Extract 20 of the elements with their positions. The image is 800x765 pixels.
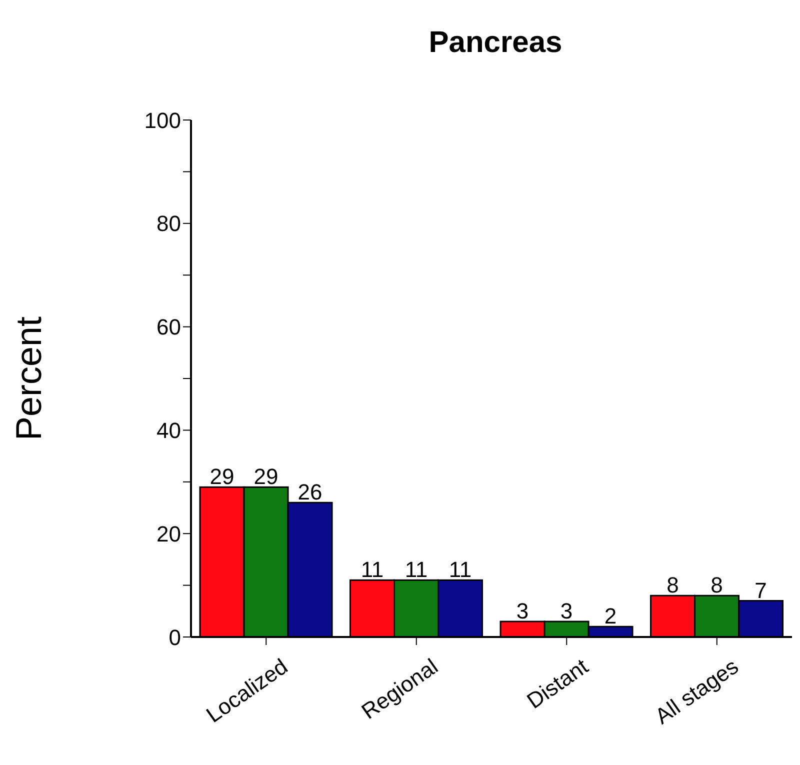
- data-label: 3: [516, 598, 529, 624]
- data-label: 8: [666, 572, 679, 598]
- y-tick-label: 20: [156, 521, 181, 546]
- data-label: 29: [254, 464, 278, 490]
- data-label: 8: [710, 572, 723, 598]
- data-label: 29: [210, 464, 234, 490]
- data-label: 11: [448, 557, 472, 582]
- y-tick-label: 80: [156, 211, 181, 236]
- y-tick-label: 40: [156, 418, 181, 444]
- data-label: 3: [560, 598, 573, 624]
- data-label: 26: [298, 480, 322, 505]
- data-label: 11: [404, 557, 428, 582]
- y-tick-label: 100: [144, 108, 181, 133]
- y-tick-label: 60: [156, 314, 181, 340]
- data-label: 2: [604, 604, 617, 629]
- data-label: 11: [360, 557, 384, 582]
- data-label: 7: [754, 578, 767, 603]
- y-axis-title: Percent: [8, 316, 49, 441]
- y-tick-label: 0: [168, 624, 181, 650]
- chart-title: Pancreas: [428, 26, 564, 60]
